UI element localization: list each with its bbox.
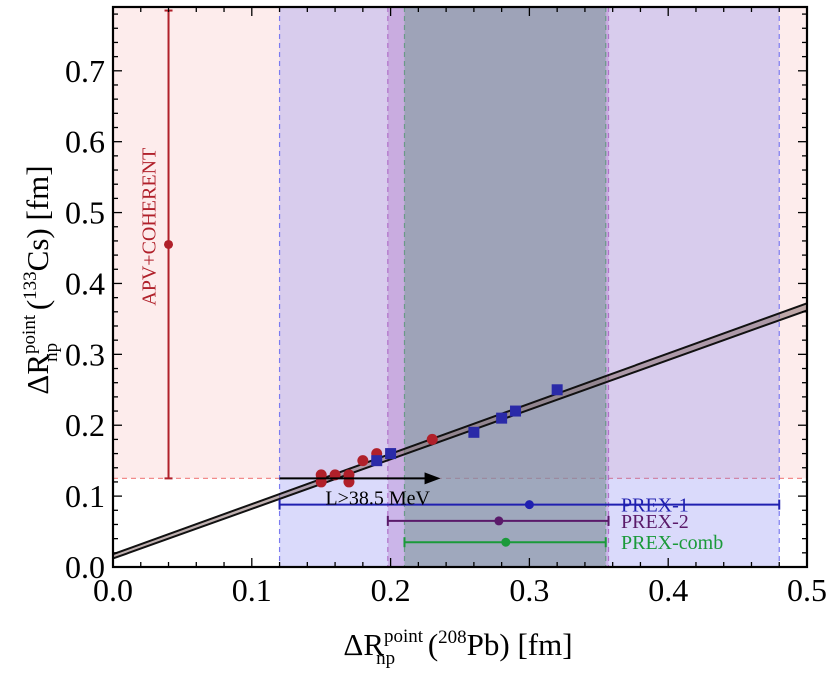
prex-1-point	[524, 500, 534, 510]
square-point	[496, 412, 508, 424]
x-axis-label: ΔRpoint np (208Pb) [fm]	[343, 626, 572, 669]
arrow-head	[424, 472, 441, 485]
x-tick-label: 0.1	[232, 572, 272, 608]
square-point	[551, 384, 563, 396]
x-tick-label: 0.2	[371, 572, 411, 608]
prex-2-point	[494, 516, 504, 526]
prex-comb-point	[501, 537, 511, 547]
circle-point	[357, 455, 369, 467]
x-tick-label: 0.4	[648, 572, 688, 608]
y-tick-label: 0.0	[65, 549, 105, 585]
y-tick-label: 0.6	[65, 124, 105, 160]
fit-lower-line	[112, 309, 808, 560]
fit-upper-line	[112, 302, 808, 556]
x-tick-label: 0.3	[509, 572, 549, 608]
y-tick-label: 0.7	[65, 53, 105, 89]
prex-comb-label: PREX-comb	[621, 532, 723, 554]
fit-band	[112, 302, 808, 560]
square-point	[510, 405, 522, 417]
y-tick-label: 0.5	[65, 195, 105, 231]
y-axis-label: ΔRpointnp (133Cs) [fm]	[19, 165, 62, 394]
l-constraint-arrow	[279, 472, 441, 485]
plot-frame	[111, 5, 809, 569]
x-tick-label: 0.5	[787, 572, 827, 608]
l-constraint-label: L>38.5 MeV	[325, 487, 430, 509]
y-tick-label: 0.1	[65, 478, 105, 514]
apv-point	[164, 239, 174, 249]
prex-comb-band	[404, 7, 606, 567]
x-tick-label: 0.0	[93, 572, 133, 608]
prex-2-label: PREX-2	[621, 511, 689, 533]
prex-1-label: PREX-1	[621, 495, 689, 517]
apv-coherent-label: APV+COHERENT	[139, 148, 161, 306]
y-tick-label: 0.2	[65, 407, 105, 443]
axis-ticks: 0.0 0.1 0.2 0.3 0.4 0.5 0.0 0.1 0.2 0.3 0.4 0.5 0.6 0…	[65, 7, 827, 608]
error-bars	[164, 9, 781, 548]
shaded-bands	[113, 6, 807, 567]
y-tick-label: 0.4	[65, 265, 105, 301]
square-point	[468, 426, 480, 438]
apv-coherent-band	[113, 7, 807, 479]
square-point	[385, 448, 397, 460]
y-tick-label: 0.3	[65, 336, 105, 372]
circle-point	[426, 433, 438, 445]
square-point	[371, 455, 383, 467]
prex-1-band	[279, 7, 780, 567]
